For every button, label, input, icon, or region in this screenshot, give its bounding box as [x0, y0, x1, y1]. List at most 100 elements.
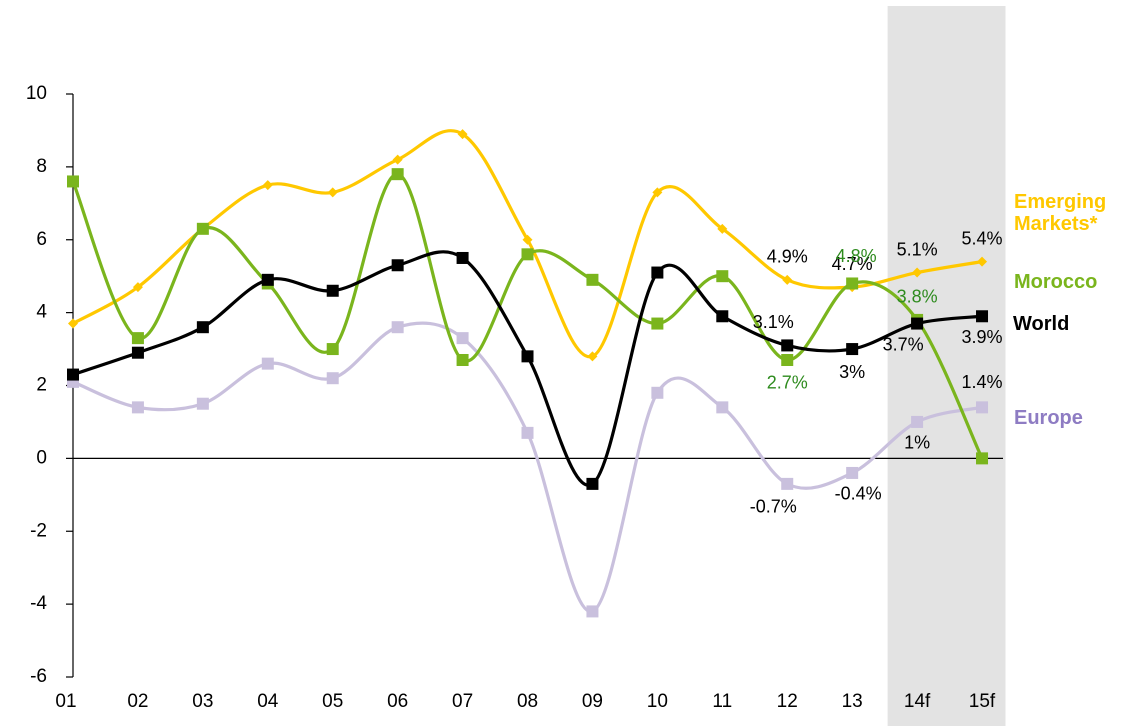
y-tick-label: 2 [36, 375, 47, 396]
marker [327, 187, 338, 198]
y-tick-label: 4 [36, 302, 47, 323]
marker [976, 310, 989, 323]
marker [132, 282, 143, 293]
marker [456, 251, 469, 264]
marker [261, 273, 274, 286]
x-tick-label: 04 [257, 691, 279, 712]
marker [131, 401, 144, 414]
marker [326, 372, 339, 385]
x-tick-label: 02 [127, 691, 148, 712]
marker [911, 317, 924, 330]
x-tick-label: 12 [777, 691, 798, 712]
x-tick-label: 09 [582, 691, 603, 712]
data-label: 5.1% [897, 239, 938, 259]
x-tick-label: 05 [322, 691, 343, 712]
marker [326, 343, 339, 356]
data-label: 3.8% [897, 287, 938, 307]
data-label: 4.9% [767, 247, 808, 267]
marker [67, 368, 79, 381]
legend-entry: World [1013, 313, 1070, 335]
marker [716, 401, 729, 414]
marker [781, 477, 794, 490]
marker [651, 317, 664, 330]
marker [586, 273, 599, 286]
marker [586, 605, 599, 618]
x-tick-label: 03 [192, 691, 213, 712]
marker [976, 452, 989, 465]
marker [587, 351, 598, 362]
x-tick-label: 06 [387, 691, 408, 712]
marker [717, 223, 728, 234]
data-label: 3.1% [753, 312, 794, 332]
data-label: 4.7% [832, 254, 873, 274]
legend-entry: Europe [1014, 407, 1083, 429]
data-label: 3.7% [883, 334, 924, 354]
marker [846, 277, 859, 290]
marker [716, 310, 729, 323]
marker [392, 154, 403, 165]
y-tick-label: -6 [30, 666, 47, 687]
series-line [71, 172, 984, 460]
x-tick-label: 08 [517, 691, 538, 712]
y-tick-label: 0 [36, 447, 47, 468]
x-tick-label: 14f [904, 691, 931, 712]
marker [391, 168, 404, 181]
y-tick-label: 8 [36, 156, 47, 177]
marker [781, 339, 794, 352]
x-tick-label: 11 [712, 691, 732, 712]
marker [977, 256, 988, 267]
marker [196, 222, 209, 235]
x-tick-label: 15f [969, 691, 996, 712]
data-label: 3% [839, 362, 865, 382]
forecast-band [887, 6, 1006, 726]
data-label: -0.4% [835, 484, 882, 504]
marker [196, 321, 209, 334]
marker [521, 248, 534, 261]
data-label: 1.4% [962, 372, 1003, 392]
marker [846, 343, 859, 356]
marker [586, 477, 599, 490]
marker [196, 397, 209, 410]
data-label: 1% [904, 433, 930, 453]
data-label: 3.9% [962, 327, 1003, 347]
marker [521, 350, 534, 363]
marker [456, 353, 469, 366]
x-tick-label: 07 [452, 691, 473, 712]
marker [457, 129, 468, 140]
marker [131, 346, 144, 359]
data-label: -0.7% [750, 497, 797, 517]
marker [68, 318, 78, 329]
marker [846, 466, 859, 479]
marker [652, 187, 663, 198]
series-line [72, 129, 983, 359]
marker [782, 274, 793, 285]
x-tick-label: 10 [647, 691, 668, 712]
legend-entry: Emerging Markets* [1014, 191, 1107, 235]
x-tick-label: 01 [55, 691, 76, 712]
marker [391, 321, 404, 334]
marker [911, 415, 924, 428]
series-line [72, 321, 983, 614]
marker [716, 270, 729, 283]
y-tick-label: 6 [36, 229, 47, 250]
marker [391, 259, 404, 272]
marker [781, 353, 794, 366]
legend-entry: Morocco [1014, 271, 1098, 293]
y-tick-label: -4 [30, 593, 47, 614]
marker [521, 426, 534, 439]
marker [456, 332, 469, 345]
marker [67, 175, 79, 188]
marker [522, 234, 533, 245]
marker [976, 401, 989, 414]
series-line [72, 250, 983, 487]
data-label: 5.4% [962, 228, 1003, 248]
marker [262, 180, 273, 191]
data-label: 2.7% [767, 373, 808, 393]
y-tick-label: 10 [26, 83, 47, 104]
marker [651, 266, 664, 279]
marker [326, 284, 339, 297]
marker [651, 386, 664, 399]
marker [261, 357, 274, 370]
